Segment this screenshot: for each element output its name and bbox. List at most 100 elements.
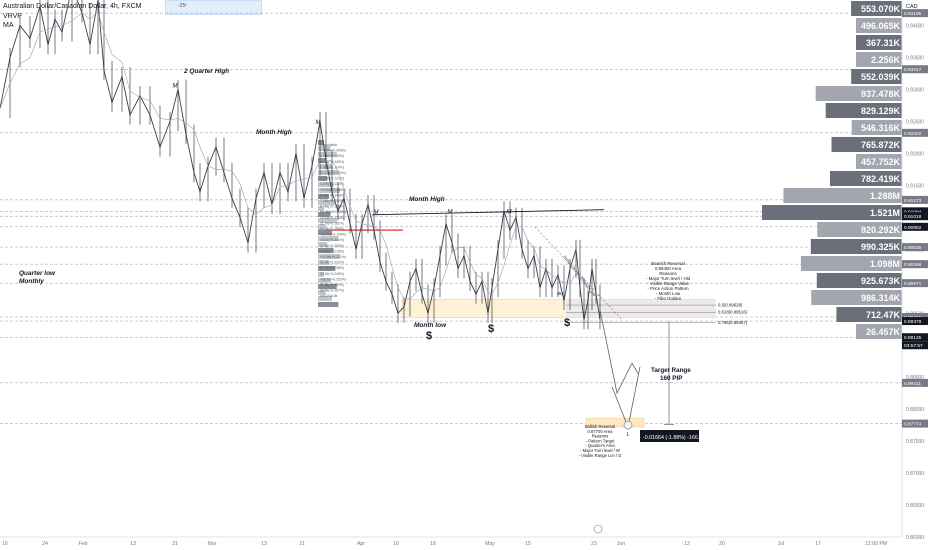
target-zone-box[interactable]	[585, 417, 645, 428]
volume-profile-bar	[817, 222, 902, 237]
drawing-note-box[interactable]: -25º	[165, 0, 262, 15]
target-pip-label: 160 PIP	[660, 375, 682, 382]
level-tag-label: 0.93317	[904, 67, 922, 73]
volume-profile-label: 2.256K	[871, 55, 901, 65]
level-tag	[902, 128, 928, 137]
level-tag	[902, 313, 928, 322]
month-high-trendline[interactable]	[371, 209, 605, 216]
y-tick-label: 0.87500	[906, 439, 924, 445]
level-tag-label: 0.94195	[904, 11, 922, 17]
level-tag-label: 0.89378	[904, 319, 922, 325]
x-tick-label: 23	[591, 541, 597, 547]
bearish-reversal-text: - Visible Range Value	[647, 281, 689, 286]
level-tag	[902, 212, 928, 221]
x-tick-label: 12:00 PM	[865, 541, 887, 547]
session-volume-bar	[318, 290, 326, 295]
volume-profile-bar	[783, 188, 902, 203]
session-volume-bar	[318, 194, 329, 199]
volume-profile-bar	[851, 120, 902, 135]
volume-profile-bar	[762, 205, 902, 220]
level-tag-label: 0.91273	[904, 198, 922, 204]
session-volume-bar	[318, 272, 324, 277]
level-tag-label: 0.92322	[904, 131, 922, 137]
level-tag	[902, 260, 928, 269]
x-tick-label: May	[485, 541, 495, 547]
session-volume-bar	[318, 284, 337, 289]
session-volume-bar	[318, 254, 340, 259]
timezone-icon[interactable]	[593, 524, 603, 534]
projection-path[interactable]	[599, 309, 639, 395]
level-tag-label: 0.91018	[904, 214, 922, 220]
monthly-label: Monthly	[19, 278, 44, 285]
volume-profile-bar	[825, 103, 902, 118]
bu-marker: BU	[557, 291, 564, 296]
session-volume-bar	[318, 206, 324, 211]
time-axis[interactable]	[0, 537, 902, 550]
countdown-tag	[902, 341, 928, 350]
session-volume-text: Cumulative	[320, 143, 337, 147]
fib-box[interactable]	[566, 299, 716, 318]
session-volume-bar	[318, 182, 334, 187]
volume-profile-label: 552.039K	[861, 72, 901, 82]
fib-level-label: 0.786(0.89357)	[718, 320, 748, 325]
y-tick-label: 0.91500	[906, 183, 924, 189]
y-tick-label: 0.86500	[906, 503, 924, 509]
volume-profile-label: 712.47K	[866, 310, 901, 320]
level-tag-label: 0.90535	[904, 245, 922, 251]
level-tag	[902, 65, 928, 74]
volume-profile-label: 937.478K	[861, 89, 901, 99]
ma-indicator-label[interactable]: MA	[3, 22, 14, 29]
volume-profile-label: 457.752K	[861, 157, 901, 167]
volume-profile-label: 829.129K	[861, 106, 901, 116]
fib-level-label: 0.618(0.89516)	[718, 310, 748, 315]
volume-profile-label: 26.457K	[866, 327, 901, 337]
volume-profile-bar	[836, 307, 902, 322]
m-marker: M	[173, 84, 178, 90]
session-volume-text: +19.8k(+0.221%)	[320, 255, 346, 259]
x-tick-label: 17	[815, 541, 821, 547]
y-tick-label: 0.93500	[906, 56, 924, 62]
session-volume-bar	[318, 278, 331, 283]
session-volume-bar	[318, 302, 339, 307]
bearish-reversal-text: 0.89400 Area	[655, 266, 682, 271]
volume-profile-label: 367.31K	[866, 38, 901, 48]
level-tag	[902, 317, 928, 326]
y-tick-label: 0.94000	[906, 24, 924, 30]
level-tag	[902, 333, 928, 342]
volume-profile-label: 925.673K	[861, 276, 901, 286]
session-volume-text: 17.2k(+0.208%)	[320, 244, 344, 248]
volume-profile-label: 1.521M	[870, 208, 900, 218]
level-tag	[902, 378, 928, 387]
bearish-reversal-text: - Month Low	[656, 291, 681, 296]
x-tick-label: 21	[299, 541, 305, 547]
session-volume-text: +26.1k(+0.252%)	[320, 277, 346, 281]
x-tick-label: Mar	[208, 541, 217, 547]
target-range-label: Target Range	[651, 367, 691, 374]
volume-profile-bar	[831, 137, 902, 152]
session-volume-text: 12.3k(+0.188%)	[320, 227, 344, 231]
m-marker: M	[448, 210, 453, 216]
bullish-reversal-text: 0.87700 Area	[588, 429, 614, 434]
bullish-reversal-text: - Visible Range Lvn / D	[579, 453, 622, 458]
x-tick-label: 10	[393, 541, 399, 547]
month-low-label: Month low	[414, 322, 447, 329]
price-axis[interactable]	[902, 0, 932, 537]
price-series-line[interactable]	[0, 0, 601, 320]
session-volume-bar	[318, 224, 326, 229]
bearish-reversal-text: - Fibo Golden	[655, 296, 682, 301]
volume-profile-bar	[856, 52, 902, 67]
inner-down-trend-line[interactable]	[534, 226, 623, 320]
session-volume-text: vol 2216.6k	[320, 294, 338, 298]
level-tag-label: 0.89971	[904, 281, 922, 287]
session-volume-bar	[318, 236, 339, 241]
x-tick-label: 20	[719, 541, 725, 547]
bearish-reversal-text: - Price Action Pattern	[647, 286, 689, 291]
bullish-reversal-text: - Major Turn level / W	[580, 448, 620, 453]
volume-profile-bar	[856, 18, 902, 33]
volume-profile-label: 546.316K	[861, 123, 901, 133]
x-tick-label: Feb	[79, 541, 88, 547]
session-volume-text: 11.7k(+0.181%)	[320, 221, 344, 225]
m-marker: M	[316, 120, 321, 126]
vrvp-indicator-label[interactable]: VRVP	[3, 13, 22, 20]
